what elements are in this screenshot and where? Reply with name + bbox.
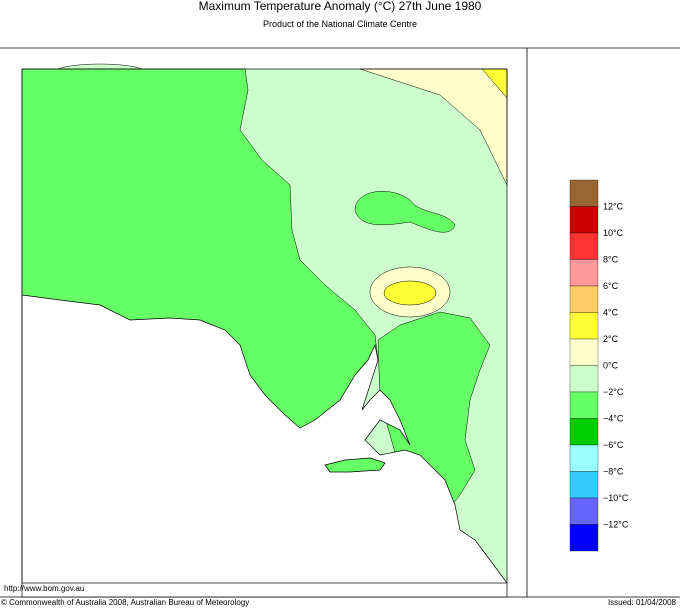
legend-label: 2°C [603,334,619,344]
legend-swatch [569,179,599,207]
legend-swatch [569,338,599,366]
region-green [354,191,456,233]
footer-url: http://www.bom.gov.au [4,584,84,593]
legend-swatch [569,418,599,446]
legend-label: −10°C [603,493,629,503]
legend-label: 10°C [603,228,624,238]
legend: 12°C 10°C 8°C 6°C 4°C 2°C 0°C −2°C −4°C −6°C −8°C −… [569,179,629,552]
legend-label: 12°C [603,202,624,212]
legend-label: −6°C [603,440,624,450]
legend-label: −12°C [603,520,629,530]
legend-swatch [569,391,599,419]
map [21,63,508,598]
state-border [21,68,508,584]
legend-label: 6°C [603,281,619,291]
subtitle: Product of the National Climate Centre [263,19,417,29]
legend-label: −8°C [603,467,624,477]
legend-swatch [569,259,599,287]
legend-swatch [569,285,599,313]
legend-label: 8°C [603,255,619,265]
footer-copyright: © Commonwealth of Australia 2008, Austra… [1,598,249,607]
legend-label: −4°C [603,414,624,424]
legend-label: −2°C [603,387,624,397]
sea [21,294,508,598]
legend-swatch [569,524,599,552]
legend-swatch [569,497,599,525]
legend-swatch [569,232,599,260]
legend-swatch [569,365,599,393]
kangaroo-island [324,457,386,473]
region-yellow [383,280,437,306]
legend-label: 0°C [603,361,619,371]
footer-issued: Issued: 01/04/2008 [608,598,677,607]
legend-swatch [569,312,599,340]
legend-swatch [569,444,599,472]
legend-swatch [569,206,599,234]
legend-swatch [569,471,599,499]
title: Maximum Temperature Anomaly (°C) 27th Ju… [199,0,482,13]
legend-label: 4°C [603,308,619,318]
